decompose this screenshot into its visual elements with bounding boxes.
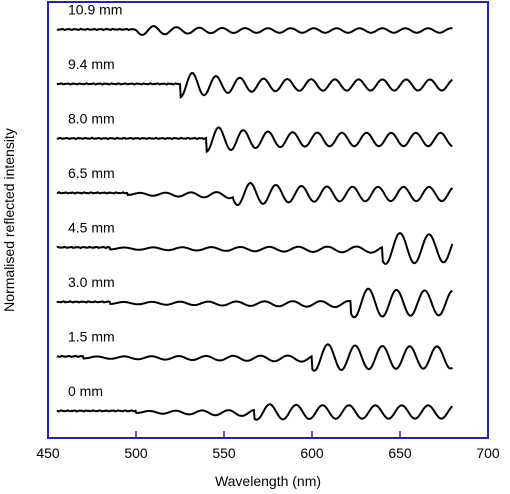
y-axis-title: Normalised reflected intensity: [1, 128, 17, 312]
x-tick-label: 650: [388, 445, 412, 461]
x-tick-label: 550: [212, 445, 236, 461]
series-label: 8.0 mm: [68, 111, 115, 127]
series-line: [56, 25, 453, 36]
series-layer: [56, 25, 454, 421]
series-label: 4.5 mm: [68, 220, 115, 236]
series-label: 10.9 mm: [68, 2, 122, 18]
series-label: 6.5 mm: [68, 165, 115, 181]
x-axis-tick-labels: 450 500 550 600 650 700: [36, 445, 500, 461]
series-labels: 10.9 mm 9.4 mm 8.0 mm 6.5 mm 4.5 mm 3.0 mm 1.5…: [68, 2, 122, 400]
series-line: [56, 403, 454, 421]
series-line: [56, 181, 454, 207]
series-line: [56, 232, 454, 265]
series-line: [56, 287, 453, 319]
x-tick-label: 600: [300, 445, 324, 461]
x-axis-ticks: [47, 431, 489, 438]
series-label: 9.4 mm: [68, 56, 115, 72]
x-tick-label: 450: [36, 445, 60, 461]
series-label: 1.5 mm: [68, 329, 115, 345]
series-label: 0 mm: [68, 383, 103, 399]
series-line: [56, 72, 453, 99]
x-tick-label: 700: [476, 445, 500, 461]
plot-frame: [47, 1, 489, 439]
series-label: 3.0 mm: [68, 274, 115, 290]
series-line: [56, 126, 453, 154]
series-line: [56, 343, 454, 372]
x-tick-label: 500: [124, 445, 148, 461]
x-axis-title: Wavelength (nm): [215, 473, 321, 489]
